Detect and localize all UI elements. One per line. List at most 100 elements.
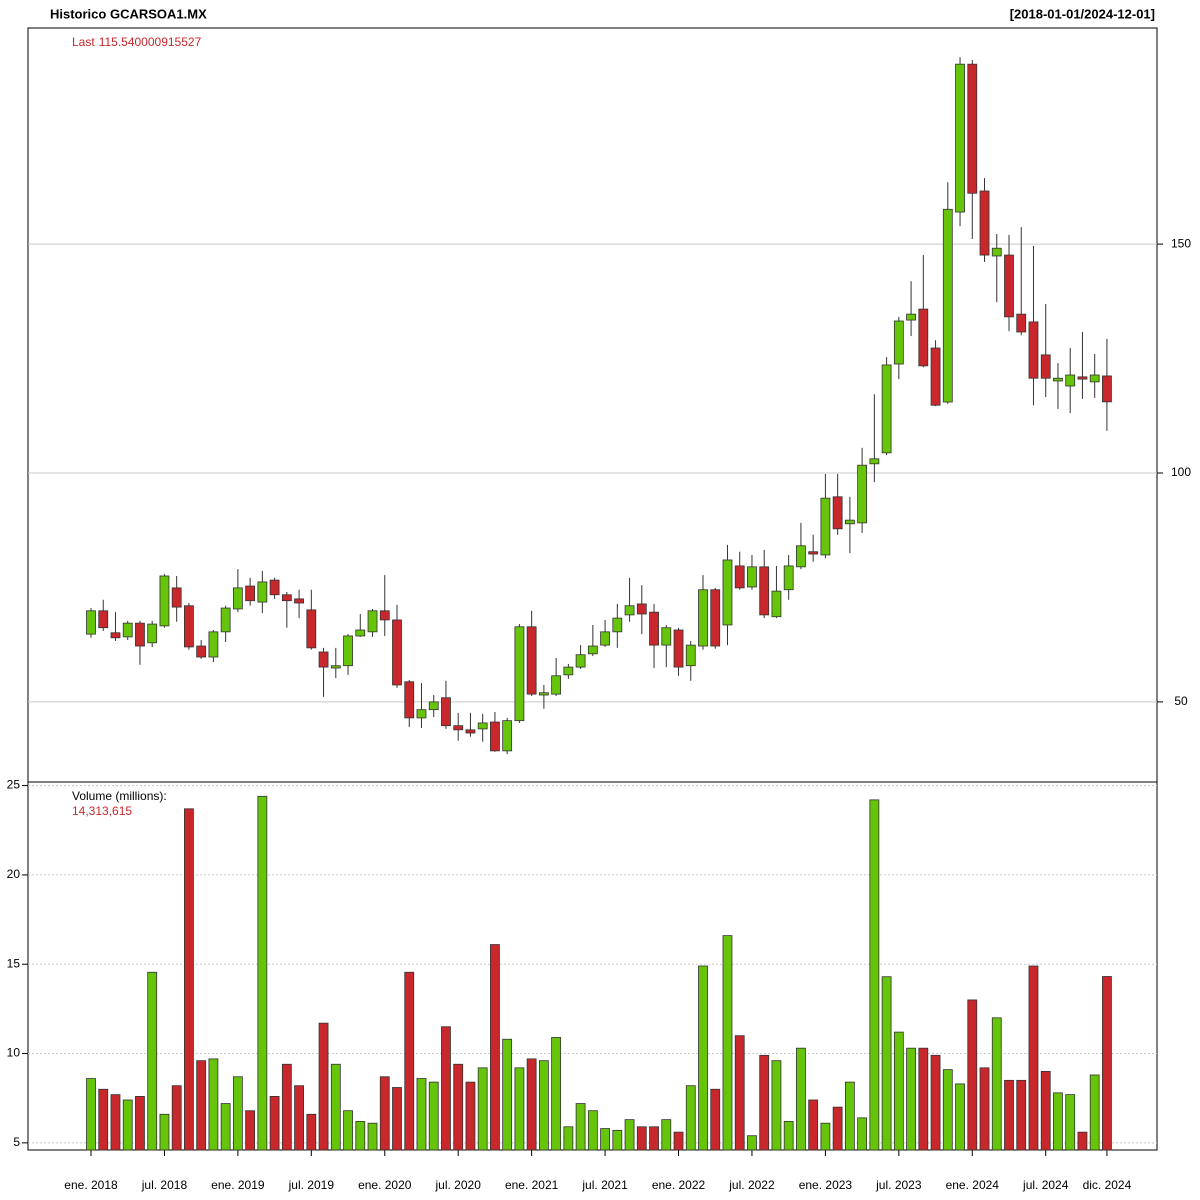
- volume-bar: [343, 1110, 353, 1151]
- last-price: Last 115.540000915527: [72, 35, 202, 49]
- candle-body: [722, 559, 733, 626]
- volume-bar: [86, 1078, 96, 1151]
- candle-body: [1028, 321, 1039, 379]
- volume-bar: [330, 1063, 341, 1151]
- volume-bar: [869, 799, 880, 1151]
- x-tick-label: ene. 2022: [652, 1178, 706, 1192]
- volume-bar: [257, 795, 268, 1151]
- candle-body: [808, 551, 819, 555]
- x-tick-label: jul. 2020: [435, 1178, 482, 1192]
- volume-bar: [1089, 1074, 1100, 1151]
- x-tick-label: ene. 2024: [946, 1178, 1000, 1192]
- volume-bar: [171, 1085, 182, 1151]
- y-tick-label: 5: [13, 1135, 20, 1149]
- candle-body: [783, 565, 794, 591]
- volume-bar: [1016, 1079, 1027, 1151]
- candle-body: [220, 607, 231, 633]
- volume-bar: [392, 1087, 402, 1151]
- volume-bar: [514, 1067, 525, 1151]
- candle-body: [661, 627, 672, 646]
- volume-bar: [220, 1103, 231, 1151]
- x-tick-label: jul. 2019: [288, 1178, 335, 1192]
- volume-bar: [281, 1063, 292, 1151]
- volume-bar: [734, 1035, 745, 1151]
- volume-bar: [918, 1047, 929, 1151]
- candle-body: [245, 585, 256, 602]
- candle-body: [710, 589, 721, 647]
- volume-bar: [135, 1096, 145, 1151]
- candle-body: [367, 610, 378, 633]
- candle-body: [208, 631, 219, 658]
- volume-bar: [355, 1121, 366, 1151]
- candle-body: [1102, 375, 1112, 403]
- candle-body: [465, 729, 476, 734]
- volume-bar: [747, 1135, 757, 1151]
- volume-bar: [526, 1058, 537, 1151]
- candle-body: [551, 675, 562, 695]
- volume-bar: [685, 1085, 696, 1151]
- y-tick-label: 50: [1174, 694, 1188, 708]
- x-tick-label: jul. 2022: [728, 1178, 775, 1192]
- volume-bar: [661, 1119, 672, 1151]
- candle-body: [526, 626, 537, 695]
- x-tick-label: ene. 2021: [505, 1178, 559, 1192]
- candle-body: [392, 619, 402, 686]
- candle-body: [649, 611, 659, 646]
- candle-body: [1040, 354, 1051, 379]
- volume-bar: [1077, 1131, 1088, 1151]
- candle-body: [404, 681, 415, 719]
- candle-body: [343, 635, 353, 667]
- volume-bar: [575, 1103, 586, 1151]
- y-tick-label: 100: [1171, 465, 1191, 479]
- candle-body: [575, 654, 586, 668]
- candle-body: [441, 697, 451, 727]
- volume-bar: [441, 1026, 451, 1151]
- volume-bar: [893, 1031, 904, 1151]
- volume-bar: [1028, 965, 1039, 1151]
- volume-bar: [759, 1054, 770, 1151]
- volume-bar: [294, 1085, 304, 1151]
- volume-bar: [477, 1067, 488, 1151]
- volume-bar: [502, 1038, 513, 1151]
- candle-body: [490, 721, 500, 752]
- volume-bar: [808, 1099, 819, 1151]
- volume-bar: [208, 1058, 219, 1151]
- volume-bar: [318, 1022, 329, 1151]
- volume-bar: [955, 1083, 965, 1151]
- candle-body: [991, 247, 1002, 257]
- x-tick-label: ene. 2020: [358, 1178, 412, 1192]
- candle-body: [538, 692, 549, 696]
- candle-body: [306, 609, 317, 649]
- candle-body: [232, 587, 243, 610]
- candle-body: [930, 347, 941, 406]
- candle-body: [514, 626, 525, 722]
- candle-body: [184, 605, 194, 648]
- chart-title: Historico GCARSOA1.MX: [50, 6, 207, 21]
- candle-body: [734, 565, 745, 589]
- candle-body: [771, 590, 782, 618]
- candle-body: [612, 617, 623, 633]
- candle-body: [698, 589, 708, 647]
- volume-bar: [967, 999, 978, 1151]
- date-range: [2018-01-01/2024-12-01]: [1010, 6, 1155, 21]
- candle-body: [869, 458, 880, 465]
- candle-body: [600, 631, 610, 646]
- candle-body: [110, 632, 121, 639]
- candle-body: [135, 622, 145, 647]
- candle-body: [881, 364, 892, 454]
- volume-bar: [416, 1078, 427, 1151]
- volume-bar: [844, 1081, 855, 1151]
- volume-bar: [1102, 976, 1112, 1151]
- volume-bar: [783, 1121, 794, 1151]
- volume-bar: [722, 935, 733, 1151]
- volume-bar: [698, 965, 708, 1151]
- candle-body: [587, 645, 598, 655]
- volume-label: Volume (millions):: [72, 789, 167, 803]
- volume-bar: [147, 971, 158, 1151]
- y-tick-label: 25: [7, 778, 21, 792]
- volume-bar: [979, 1067, 990, 1151]
- candle-body: [355, 629, 366, 637]
- candle-body: [955, 63, 965, 213]
- volume-bar: [857, 1117, 868, 1151]
